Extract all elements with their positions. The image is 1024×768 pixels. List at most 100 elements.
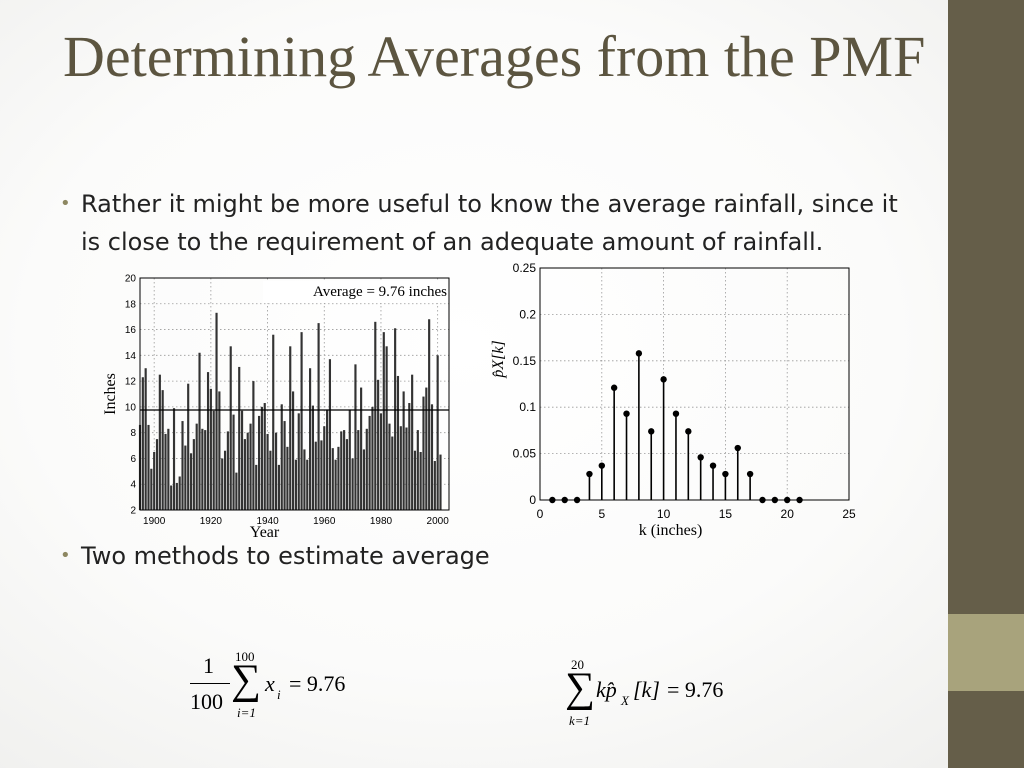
plot-frame [139,277,450,511]
bullet-item-1: • Rather it might be more useful to know… [60,185,920,261]
rainfall-bar [402,391,405,510]
rainfall-bar [303,449,306,510]
formula1-sigma-icon: ∑ [231,657,261,703]
pmf-point [598,462,605,469]
pmf-point [759,496,766,504]
bullet-text-2: Two methods to estimate average [81,542,490,570]
rainfall-bar [394,328,397,510]
bullet-marker: • [60,545,71,566]
rainfall-bar [328,359,332,510]
rainfall-bar [337,446,340,510]
rainfall-bar [331,448,334,510]
y-tick-label: 4 [130,480,136,491]
y-tick-label: 0 [529,493,536,507]
y-tick-label: 12 [125,377,137,388]
rainfall-bar [422,396,425,510]
formula2-sigma-icon: ∑ [565,665,595,711]
rainfall-bar [243,439,246,510]
rainfall-bar [198,352,201,510]
formula-pmf-average: 20 ∑ k=1 kp̂ X [k] = 9.76 [563,655,763,735]
slide-title: Determining Averages from the PMF [63,24,926,89]
rainfall-bar [354,364,357,510]
rainfall-bar [428,319,431,510]
rainfall-bar [249,423,252,510]
rainfall-bar [360,387,363,510]
rainfall-bar [170,485,173,510]
rainfall-bar [161,390,164,510]
rainfall-bar [289,346,292,510]
rainfall-bar [416,430,419,510]
rainfall-bar [226,431,229,510]
rainfall-bar [292,391,295,510]
pmf-point [635,350,643,357]
pmf-point [746,470,754,478]
rainfall-bar [164,433,167,510]
rainfall-bar [419,452,422,510]
bullet-marker: • [60,193,71,214]
rainfall-bar [388,423,391,510]
formula2-term: kp̂ [596,677,617,702]
plot-frame [539,267,850,501]
formula2-sum-upper: 20 [571,657,584,672]
rainfall-bar [153,452,156,510]
rainfall-bar [314,441,317,510]
rainfall-bar-chart: 2 4 6 8 10 12 14 16 18 20 1900 1920 1940 1960 1980 2000… [102,274,450,541]
rainfall-bar [209,388,212,510]
formula1-numerator: 1 [203,653,214,678]
rainfall-bar [147,424,150,510]
pmf-point [796,496,803,504]
rainfall-bar [430,404,434,510]
pmf-point [784,496,791,504]
rainfall-bar [184,445,187,510]
rainfall-bar [365,428,368,510]
formula2-term-arg: [k] [633,677,660,702]
rainfall-bar [340,431,343,510]
rainfall-bar [408,403,411,510]
rainfall-bar [167,428,170,510]
y-tick-label: 0.25 [513,261,537,275]
x-tick-label: 10 [657,507,671,521]
x-tick-label: 0 [537,507,544,521]
rainfall-bar [345,439,349,510]
rainfall-bar [300,332,303,510]
pmf-point [734,444,741,452]
rainfall-bar [235,472,238,510]
rainfall-bar [223,450,227,510]
y-tick-label: 6 [130,454,136,465]
y-tick-label: 14 [125,351,137,362]
formula1-sum-upper: 100 [235,649,255,664]
y-tick-label: 0.1 [519,400,536,414]
x-axis-label: k (inches) [639,522,703,539]
pmf-point [549,496,556,504]
rainfall-bar [277,464,280,510]
rainfall-bar [272,334,275,510]
rainfall-bar [172,408,176,510]
rainfall-bar [411,374,414,510]
rainfall-bar [175,482,178,510]
rainfall-bar [280,404,283,510]
rainfall-bar [399,426,402,510]
bullet-item-2: • Two methods to estimate average [60,537,660,575]
x-tick-label: 1980 [370,516,393,527]
rainfall-bar [320,440,323,510]
formula2-term-sub: X [621,693,629,708]
rainfall-bar [229,346,232,510]
rainfall-bar [192,439,195,510]
rainfall-bar [141,377,144,510]
formula2-sum-lower: k=1 [569,713,591,728]
y-tick-label: 10 [125,402,137,413]
rainfall-bar [439,454,442,510]
rainfall-bar [221,458,224,510]
rainfall-bar [436,355,439,510]
pmf-point [573,496,581,504]
rainfall-bar [212,410,215,510]
rainfall-bar [413,450,417,510]
formula1-term-sub: i [277,687,281,702]
pmf-point [561,496,568,504]
pmf-point [648,428,655,435]
y-tick-label: 16 [125,325,137,336]
average-annotation: Average = 9.76 inches [313,284,447,300]
rainfall-bar [269,450,272,510]
rainfall-bar [385,346,388,510]
pmf-point [660,376,667,383]
